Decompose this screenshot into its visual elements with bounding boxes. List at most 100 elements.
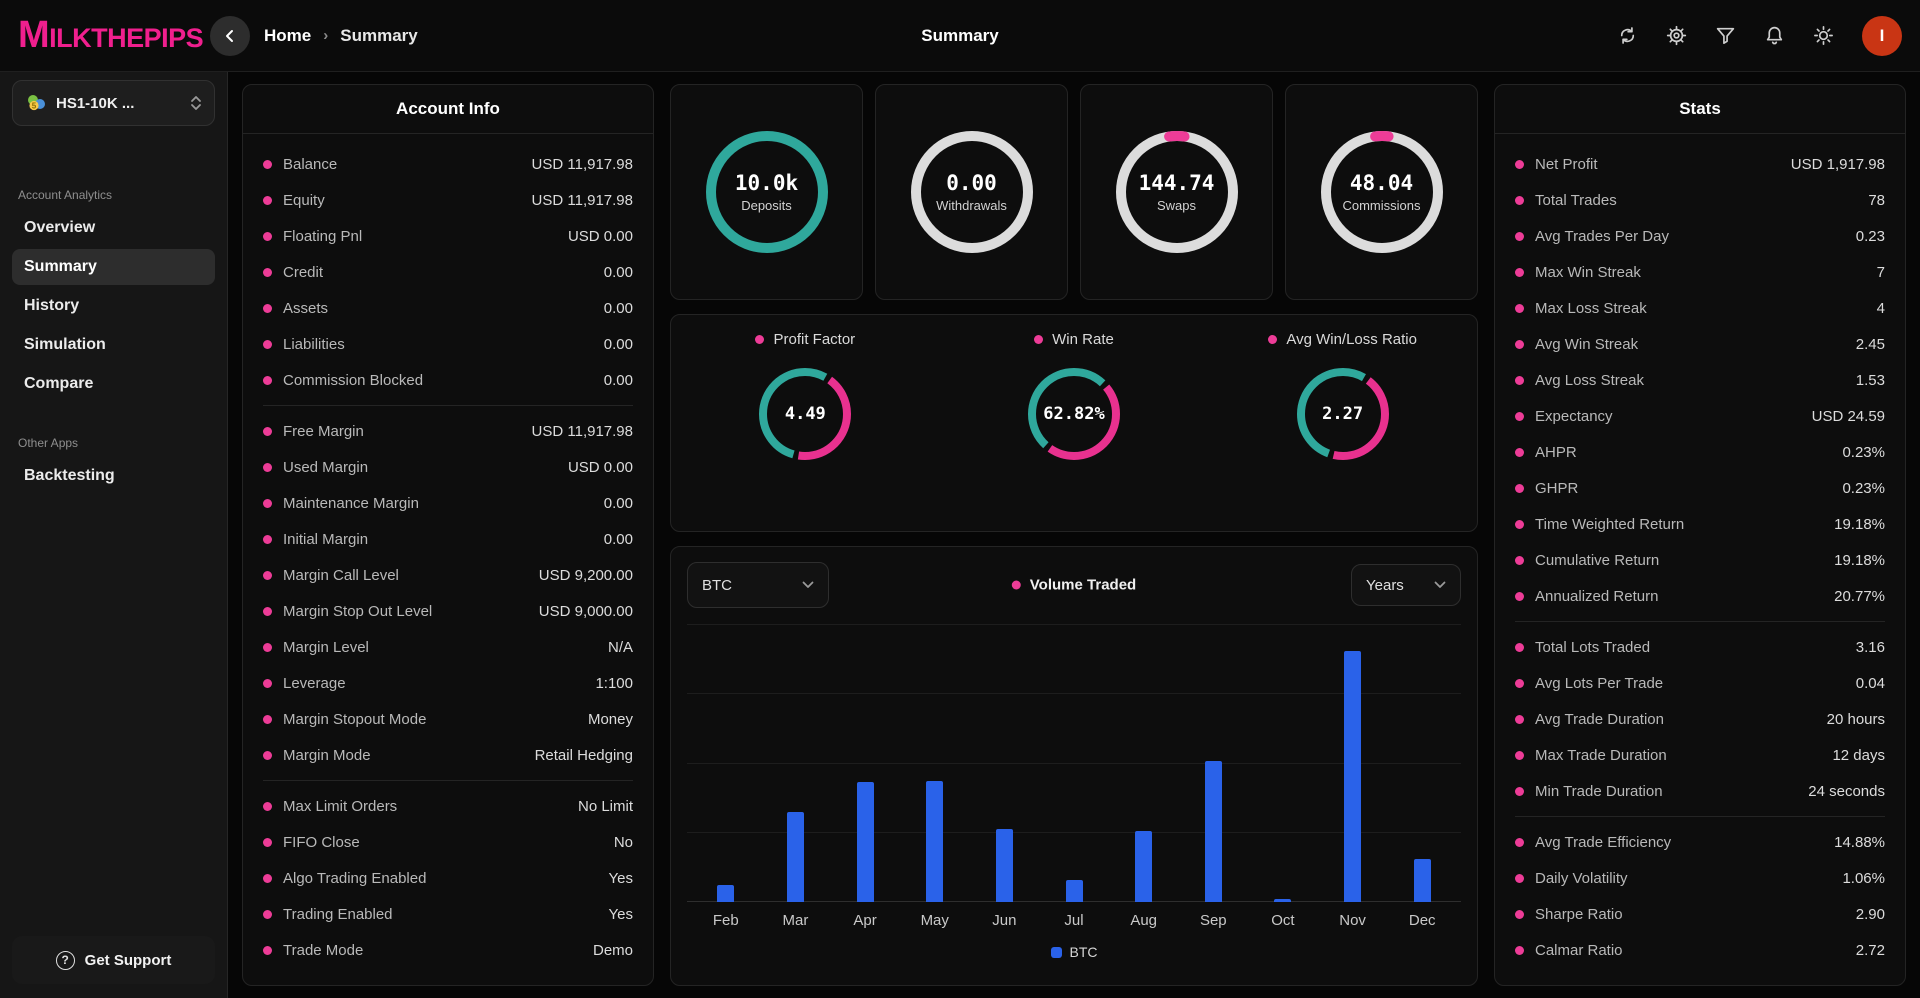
bar-jul <box>1065 879 1083 902</box>
pink-dot-icon <box>263 159 272 169</box>
row-value: USD 11,917.98 <box>531 422 633 440</box>
x-tick-jul: Jul <box>1064 912 1084 929</box>
sidebar-item-simulation[interactable]: Simulation <box>24 336 106 353</box>
filter-button[interactable] <box>1715 25 1736 46</box>
info-row: Assets 0.00 <box>263 290 633 326</box>
pink-dot-icon <box>1515 411 1524 421</box>
row-value: 0.00 <box>603 335 633 353</box>
pink-dot-icon <box>263 873 272 883</box>
settings-button[interactable] <box>1666 25 1687 46</box>
divider <box>1515 621 1885 622</box>
bar-slot-aug <box>1109 625 1179 902</box>
pink-dot-icon <box>263 303 272 313</box>
refresh-button[interactable] <box>1617 25 1638 46</box>
pink-dot-icon <box>1515 837 1524 847</box>
ring-value: 48.04 <box>1349 171 1414 195</box>
pink-dot-icon <box>263 837 272 847</box>
pink-dot-icon <box>1515 873 1524 883</box>
pink-dot-icon <box>263 498 272 508</box>
donut-ring <box>705 131 828 253</box>
main-content: Account Info Balance USD 11,917.98 Equity U… <box>228 72 1920 998</box>
volume-card-header: BTC Volume Traded Years <box>687 561 1461 609</box>
row-label: Avg Trades Per Day <box>1535 227 1669 245</box>
row-value: 2.45 <box>1855 335 1885 353</box>
back-button[interactable] <box>210 15 250 56</box>
pink-dot-icon <box>1515 591 1524 601</box>
info-row: Max Win Streak 7 <box>1515 254 1885 290</box>
chart-legend[interactable]: BTC <box>687 933 1461 971</box>
gear-icon <box>1666 25 1687 46</box>
sidebar-item-summary[interactable]: Summary <box>12 249 215 285</box>
legend-swatch <box>1050 946 1062 958</box>
pink-dot-icon <box>1515 267 1524 277</box>
brand-logo[interactable]: MILKTHEPIPS <box>18 14 204 56</box>
info-row: Trade Mode Demo <box>263 932 633 968</box>
ring-cards-row: 10.0k Deposits 0.00 Withdrawals 144.74 S… <box>670 84 1478 300</box>
pink-dot-icon <box>263 606 272 616</box>
account-selector[interactable]: 5 HS1-10K ... <box>12 80 215 126</box>
sidebar-item-history[interactable]: History <box>24 297 80 314</box>
row-label: Avg Trade Duration <box>1535 710 1664 728</box>
row-label: Credit <box>283 263 324 281</box>
row-value: 78 <box>1868 191 1885 209</box>
row-label: Algo Trading Enabled <box>283 869 427 887</box>
info-row: Initial Margin 0.00 <box>263 521 633 557</box>
row-value: 2.90 <box>1855 905 1885 923</box>
x-tick-apr: Apr <box>853 912 877 929</box>
row-label: Avg Trade Efficiency <box>1535 833 1672 851</box>
info-row: Liabilities 0.00 <box>263 326 633 362</box>
ring-card-commissions: 48.04 Commissions <box>1285 84 1478 300</box>
symbol-select[interactable]: BTC <box>687 562 829 608</box>
ring-label: Swaps <box>1156 198 1197 213</box>
volume-plot <box>687 624 1461 902</box>
sun-icon <box>1814 26 1833 45</box>
gauge-ring <box>1027 368 1120 460</box>
pink-dot-icon <box>755 335 765 344</box>
chevron-down-icon <box>1434 581 1446 588</box>
row-label: FIFO Close <box>283 833 360 851</box>
row-label: Max Loss Streak <box>1535 299 1647 317</box>
symbol-select-value: BTC <box>702 576 732 594</box>
pink-dot-icon <box>1515 483 1524 493</box>
info-row: Commission Blocked 0.00 <box>263 362 633 398</box>
divider <box>263 405 633 406</box>
info-row: Avg Win Streak 2.45 <box>1515 326 1885 362</box>
divider <box>263 780 633 781</box>
x-tick-aug: Aug <box>1130 912 1158 929</box>
bar-mar <box>786 811 804 902</box>
info-row: Margin Stop Out Level USD 9,000.00 <box>263 593 633 629</box>
row-value: 12 days <box>1832 746 1885 764</box>
bar-oct <box>1274 899 1292 902</box>
sidebar-item-compare[interactable]: Compare <box>24 375 94 392</box>
pink-dot-icon <box>1515 678 1524 688</box>
row-label: Sharpe Ratio <box>1535 905 1623 923</box>
row-label: Margin Stopout Mode <box>283 710 427 728</box>
row-label: Max Trade Duration <box>1535 746 1667 764</box>
row-value: 4 <box>1876 299 1885 317</box>
period-select[interactable]: Years <box>1351 564 1461 606</box>
bar-may <box>926 780 944 902</box>
account-info-card: Account Info Balance USD 11,917.98 Equity U… <box>242 84 654 986</box>
row-label: Avg Win Streak <box>1535 335 1639 353</box>
avatar[interactable]: I <box>1862 15 1902 56</box>
pink-dot-icon <box>263 945 272 955</box>
sidebar: 5 HS1-10K ... Account Analytics Overview S… <box>0 72 228 998</box>
pink-dot-icon <box>1515 339 1524 349</box>
theme-toggle-button[interactable] <box>1813 25 1834 46</box>
pink-dot-icon <box>263 801 272 811</box>
gauge-profit-factor: Profit Factor 4.49 <box>671 331 940 521</box>
logo-zone: MILKTHEPIPS <box>0 14 210 57</box>
get-support-button[interactable]: ? Get Support <box>12 936 215 984</box>
pink-dot-icon <box>263 339 272 349</box>
notifications-button[interactable] <box>1764 25 1785 46</box>
row-label: Max Limit Orders <box>283 797 398 815</box>
info-row: Equity USD 11,917.98 <box>263 182 633 218</box>
breadcrumb-home[interactable]: Home <box>264 25 312 45</box>
row-label: Margin Mode <box>283 746 371 764</box>
sidebar-item-overview[interactable]: Overview <box>24 219 96 236</box>
bar-sep <box>1204 760 1222 902</box>
sidebar-item-backtesting[interactable]: Backtesting <box>24 467 115 484</box>
stats-rows: Net Profit USD 1,917.98 Total Trades 78 Avg … <box>1495 134 1905 980</box>
row-value: 7 <box>1876 263 1885 281</box>
